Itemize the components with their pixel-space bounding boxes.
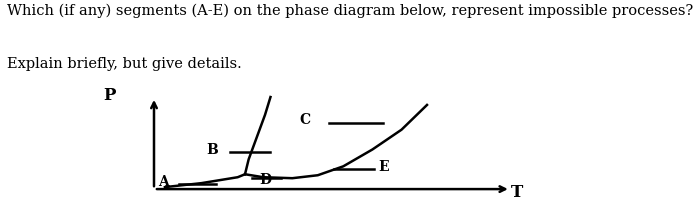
- Text: T: T: [511, 184, 523, 198]
- Text: P: P: [103, 87, 116, 104]
- Text: E: E: [378, 160, 388, 174]
- Text: A: A: [158, 175, 169, 189]
- Text: C: C: [300, 113, 311, 127]
- Text: Explain briefly, but give details.: Explain briefly, but give details.: [7, 57, 241, 71]
- Text: D: D: [260, 173, 272, 187]
- Text: B: B: [206, 143, 218, 157]
- Text: Which (if any) segments (A-E) on the phase diagram below, represent impossible p: Which (if any) segments (A-E) on the pha…: [7, 4, 693, 18]
